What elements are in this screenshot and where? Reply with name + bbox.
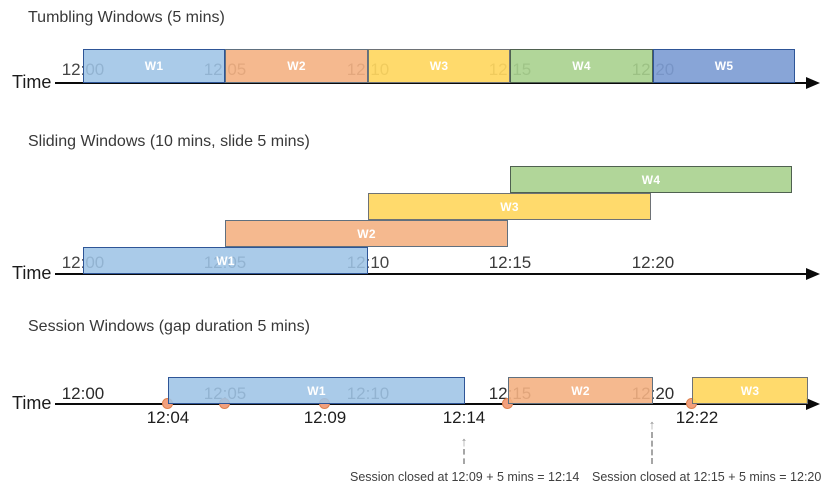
up-arrow-icon: ↑ [460, 434, 468, 449]
session-window-w1: W1 [168, 377, 465, 404]
tumbling-window-w1: W1 [83, 49, 225, 83]
tumbling-window-w3: W3 [368, 49, 510, 83]
session-time-axis [55, 403, 808, 406]
tumbling-time-axis [55, 82, 808, 85]
dashed-line [463, 449, 465, 464]
sliding-tick-1220: 12:20 [631, 253, 675, 272]
session-window-w2: W2 [508, 377, 653, 404]
axis-arrowhead-icon [806, 398, 820, 410]
sliding-time-label: Time [12, 263, 52, 283]
session-time-label: Time [12, 393, 52, 413]
tumbling-window-w5: W5 [653, 49, 795, 83]
sliding-time-axis [55, 273, 808, 276]
up-arrow-icon: ↑ [648, 417, 656, 432]
sliding-tick-1215: 12:15 [488, 253, 532, 272]
sliding-window-w3: W3 [368, 193, 651, 220]
event-time-1209: 12:09 [303, 408, 347, 427]
session-close-pointer-2: ↑ [644, 418, 660, 464]
tumbling-time-label: Time [12, 72, 52, 92]
axis-arrowhead-icon [806, 268, 820, 280]
session-close-pointer-1: ↑ [456, 435, 472, 464]
axis-arrowhead-icon [806, 77, 820, 89]
tumbling-window-w2: W2 [225, 49, 368, 83]
sliding-window-w2: W2 [225, 220, 508, 247]
event-time-1204: 12:04 [146, 408, 190, 427]
session-close-time-1214: 12:14 [442, 408, 486, 427]
session-close-annotation-1: Session closed at 12:09 + 5 mins = 12:14 [350, 470, 580, 484]
sliding-window-w4: W4 [510, 166, 792, 193]
event-time-1222: 12:22 [675, 408, 719, 427]
tumbling-section-title: Tumbling Windows (5 mins) [28, 9, 225, 26]
dashed-line [651, 432, 653, 464]
session-close-annotation-2: Session closed at 12:15 + 5 mins = 12:20 [592, 470, 822, 484]
tumbling-window-w4: W4 [510, 49, 653, 83]
session-section-title: Session Windows (gap duration 5 mins) [28, 318, 310, 335]
session-tick-1200: 12:00 [61, 384, 105, 403]
session-window-w3: W3 [692, 377, 808, 404]
sliding-window-w1: W1 [83, 247, 368, 274]
sliding-section-title: Sliding Windows (10 mins, slide 5 mins) [28, 133, 310, 150]
